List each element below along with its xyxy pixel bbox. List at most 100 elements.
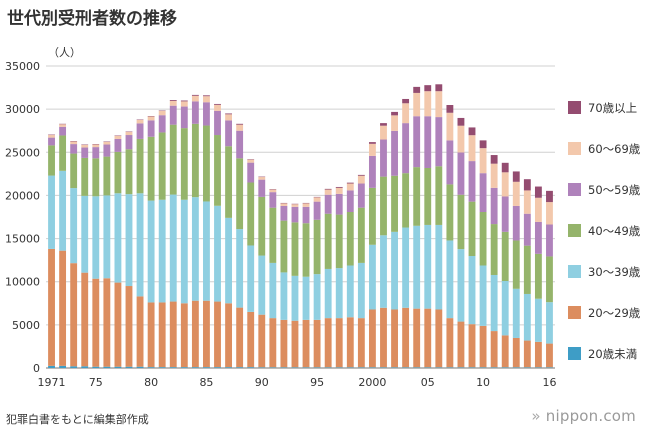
bar-segment	[258, 179, 266, 197]
bar-segment	[136, 296, 144, 367]
bar-segment	[435, 367, 443, 368]
bar-segment	[48, 248, 55, 366]
bar-segment	[424, 116, 432, 168]
bar-segment	[214, 110, 221, 136]
bar-segment	[546, 343, 553, 368]
bar-segment	[214, 103, 221, 105]
legend-swatch	[568, 142, 581, 155]
bar-segment	[368, 367, 376, 368]
bar-segment	[501, 335, 509, 368]
bar-segment	[125, 132, 133, 136]
bar-segment	[291, 206, 299, 223]
bar-segment	[468, 135, 476, 162]
bar-segment	[81, 272, 89, 367]
bar-segment	[534, 367, 542, 368]
bar-segment	[70, 263, 78, 367]
bar-segment	[335, 193, 343, 215]
bar-segment	[346, 183, 354, 191]
bar-segment	[269, 262, 277, 319]
bar-segment	[147, 120, 155, 137]
bar-segment	[302, 319, 310, 368]
bar-segment	[468, 324, 476, 368]
bar-segment	[479, 140, 487, 149]
source-note: 犯罪白書をもとに編集部作成	[6, 413, 149, 426]
legend-swatch	[568, 347, 581, 360]
bar-segment	[512, 337, 520, 368]
bar-segment	[180, 100, 188, 102]
legend-swatch	[568, 265, 581, 278]
brand-logo[interactable]: » nippon.com	[531, 407, 636, 425]
bar-segment	[158, 115, 166, 133]
bar-segment	[158, 199, 166, 303]
bar-segment	[501, 196, 509, 232]
bar-segment	[468, 127, 476, 136]
bar-segment	[501, 367, 509, 368]
bar-segment	[114, 135, 122, 139]
bar-segment	[169, 367, 177, 368]
bar-segment	[490, 155, 498, 164]
bar-segment	[236, 124, 244, 131]
bar-segment	[512, 367, 520, 368]
bar-segment	[59, 135, 67, 171]
bar-segment	[512, 240, 520, 289]
bar-segment	[368, 309, 376, 368]
bar-segment	[236, 307, 244, 368]
bar-segment	[357, 207, 365, 263]
bar-segment	[81, 157, 89, 196]
gridlines	[46, 65, 555, 369]
legend-label: 20〜29歳	[588, 306, 641, 320]
bar-segment	[258, 314, 266, 368]
bar-segment	[346, 367, 354, 368]
bar-segment	[335, 367, 343, 368]
bar-segment	[214, 367, 221, 368]
y-tick-label: 0	[33, 362, 40, 375]
bar-segment	[523, 190, 531, 214]
bar-segment	[357, 262, 365, 319]
bar-segment	[92, 196, 100, 279]
bar-segment	[424, 367, 432, 368]
bar-segment	[479, 211, 487, 266]
bar-segment	[346, 265, 354, 318]
bar-segment	[169, 124, 177, 195]
bar-segment	[380, 235, 387, 308]
bars	[48, 84, 553, 368]
bar-segment	[103, 141, 111, 145]
bar-segment	[191, 94, 199, 96]
bar-segment	[479, 325, 487, 368]
bar-segment	[523, 213, 531, 246]
bar-segment	[114, 282, 122, 367]
legend-label: 60〜69歳	[588, 142, 641, 156]
legend-label: 20歳未満	[588, 347, 637, 361]
bar-segment	[158, 367, 166, 368]
bar-segment	[125, 366, 133, 368]
bar-segment	[225, 113, 233, 115]
bar-segment	[214, 135, 221, 206]
bar-segment	[368, 143, 376, 156]
bar-segment	[413, 116, 421, 168]
bar-segment	[92, 278, 100, 367]
bar-segment	[236, 367, 244, 368]
bar-segment	[158, 110, 166, 116]
bar-segment	[48, 135, 55, 138]
bar-segment	[136, 366, 144, 368]
legend-swatch	[568, 183, 581, 196]
bar-segment	[523, 340, 531, 368]
bar-segment	[313, 367, 321, 368]
bar-segment	[413, 86, 421, 93]
bar-segment	[225, 114, 233, 121]
bar-segment	[335, 268, 343, 319]
bar-segment	[191, 197, 199, 301]
bar-segment	[523, 367, 531, 368]
bar-segment	[546, 202, 553, 225]
bar-segment	[136, 123, 144, 139]
bar-segment	[501, 231, 509, 282]
bar-segment	[391, 367, 398, 368]
bar-segment	[435, 91, 443, 118]
bar-segment	[147, 367, 155, 368]
bar-segment	[203, 201, 210, 301]
bar-segment	[335, 186, 343, 188]
bar-segment	[70, 188, 78, 264]
bar-segment	[103, 278, 111, 367]
bar-segment	[324, 188, 332, 190]
legend-swatch	[568, 101, 581, 114]
